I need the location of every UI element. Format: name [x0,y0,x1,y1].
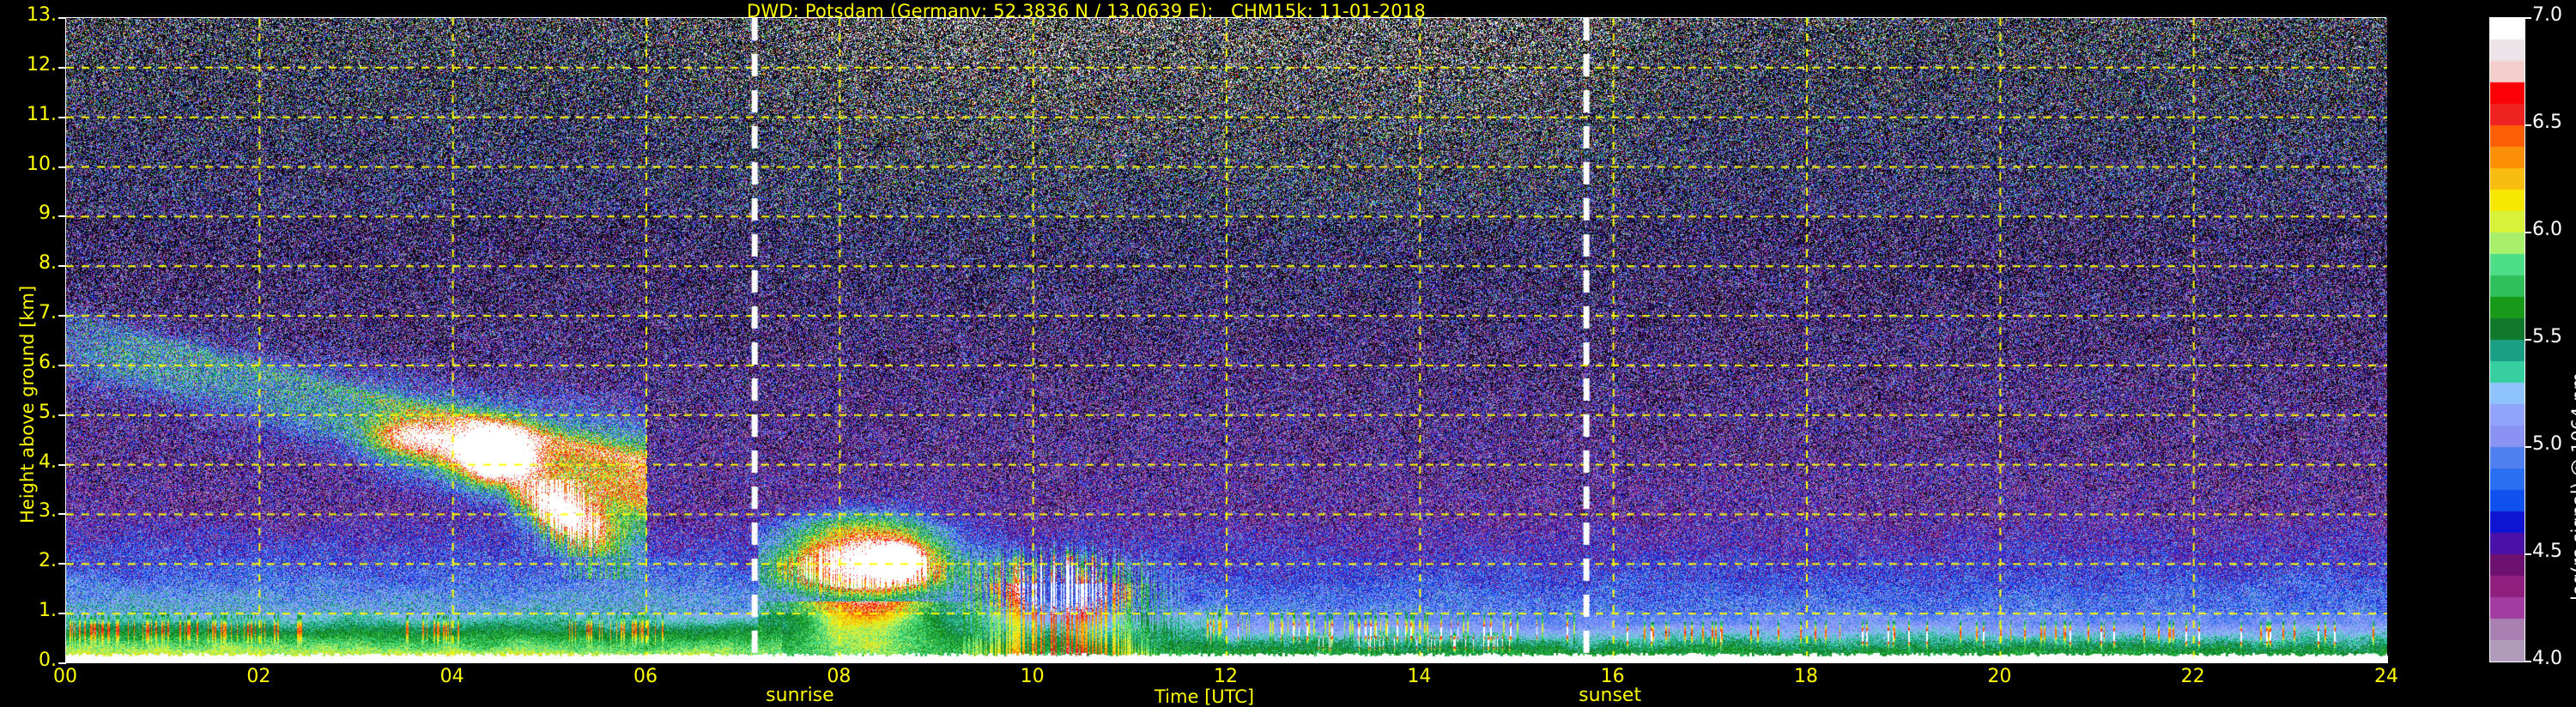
colorbar-tick-label: 7.0 [2532,4,2562,26]
x-axis-title: Time [UTC] [1155,686,1255,707]
y-tick-label: 11. [27,103,57,125]
x-tick-label: 16 [1600,666,1625,687]
x-tick-label: 04 [439,666,464,687]
y-tick-label: 3. [39,500,57,523]
colorbar-tick-mark [2524,661,2531,662]
x-tick-mark [1226,656,1227,663]
y-tick-mark [58,662,66,664]
x-tick-label: 20 [1987,666,2012,687]
x-tick-label: 22 [2180,666,2205,687]
colorbar-tick-label: 5.5 [2532,326,2562,347]
x-tick-mark [1999,656,2002,663]
colorbar[interactable] [2489,17,2525,662]
y-tick-label: 8. [39,252,57,275]
y-tick-label: 5. [39,401,57,423]
x-tick-label: 12 [1214,666,1238,687]
x-tick-mark [452,656,454,663]
colorbar-tick-label: 4.0 [2532,648,2562,669]
colorbar-tick-label: 4.5 [2532,541,2562,562]
colorbar-tick-mark [2524,446,2531,448]
colorbar-tick-mark [2524,17,2531,19]
y-tick-mark [58,513,66,516]
sunset-annotation: sunset [1579,685,1642,706]
x-tick-mark [2386,656,2388,663]
y-tick-mark [58,315,66,317]
x-tick-mark [1806,656,1808,663]
y-axis-title: Height above ground [km] [17,285,38,523]
x-tick-label: 08 [827,666,852,687]
y-tick-label: 13. [27,4,57,26]
y-tick-mark [58,215,66,218]
x-tick-label: 14 [1407,666,1432,687]
y-tick-mark [58,116,66,118]
plot-area[interactable] [65,17,2387,663]
x-tick-mark [646,656,647,663]
y-tick-label: 12. [27,53,57,76]
y-tick-mark [58,414,66,416]
y-tick-mark [58,563,66,565]
y-tick-label: 1. [39,600,57,622]
colorbar-tick-mark [2524,553,2531,555]
x-tick-mark [65,656,67,663]
x-tick-mark [258,656,261,663]
colorbar-tick-label: 5.0 [2532,433,2562,455]
y-tick-mark [58,364,66,366]
y-tick-mark [58,463,66,466]
colorbar-tick-mark [2524,124,2531,126]
colorbar-tick-label: 6.5 [2532,112,2562,133]
y-tick-label: 10. [27,153,57,175]
x-tick-mark [1419,656,1421,663]
x-tick-label: 10 [1020,666,1045,687]
y-tick-mark [58,17,66,19]
y-tick-label: 7. [39,302,57,324]
x-tick-label: 00 [53,666,77,687]
y-tick-mark [58,166,66,168]
sunrise-annotation: sunrise [766,685,834,706]
lidar-heatmap-canvas[interactable] [66,18,2387,663]
x-tick-mark [1032,656,1034,663]
x-tick-label: 24 [2374,666,2398,687]
y-tick-label: 9. [39,202,57,225]
y-tick-label: 4. [39,450,57,473]
x-tick-label: 02 [246,666,271,687]
x-tick-label: 06 [633,666,658,687]
x-tick-mark [1612,656,1615,663]
colorbar-tick-mark [2524,339,2531,341]
y-tick-mark [58,265,66,268]
y-tick-mark [58,66,66,69]
y-tick-label: 0. [39,650,57,671]
x-tick-mark [2192,656,2195,663]
y-tick-label: 2. [39,550,57,572]
x-tick-mark [839,656,841,663]
x-tick-label: 18 [1794,666,1818,687]
colorbar-tick-mark [2524,232,2531,233]
y-tick-label: 6. [39,351,57,373]
colorbar-title: log(rc-signal) @ 1064 nm [2568,372,2576,601]
y-tick-mark [58,613,66,615]
colorbar-canvas [2490,18,2524,662]
colorbar-tick-label: 6.0 [2532,219,2562,240]
